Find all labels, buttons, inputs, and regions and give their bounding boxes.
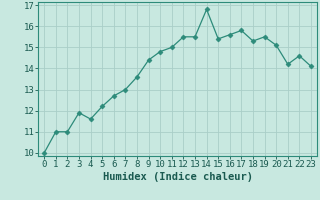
X-axis label: Humidex (Indice chaleur): Humidex (Indice chaleur) <box>103 172 252 182</box>
